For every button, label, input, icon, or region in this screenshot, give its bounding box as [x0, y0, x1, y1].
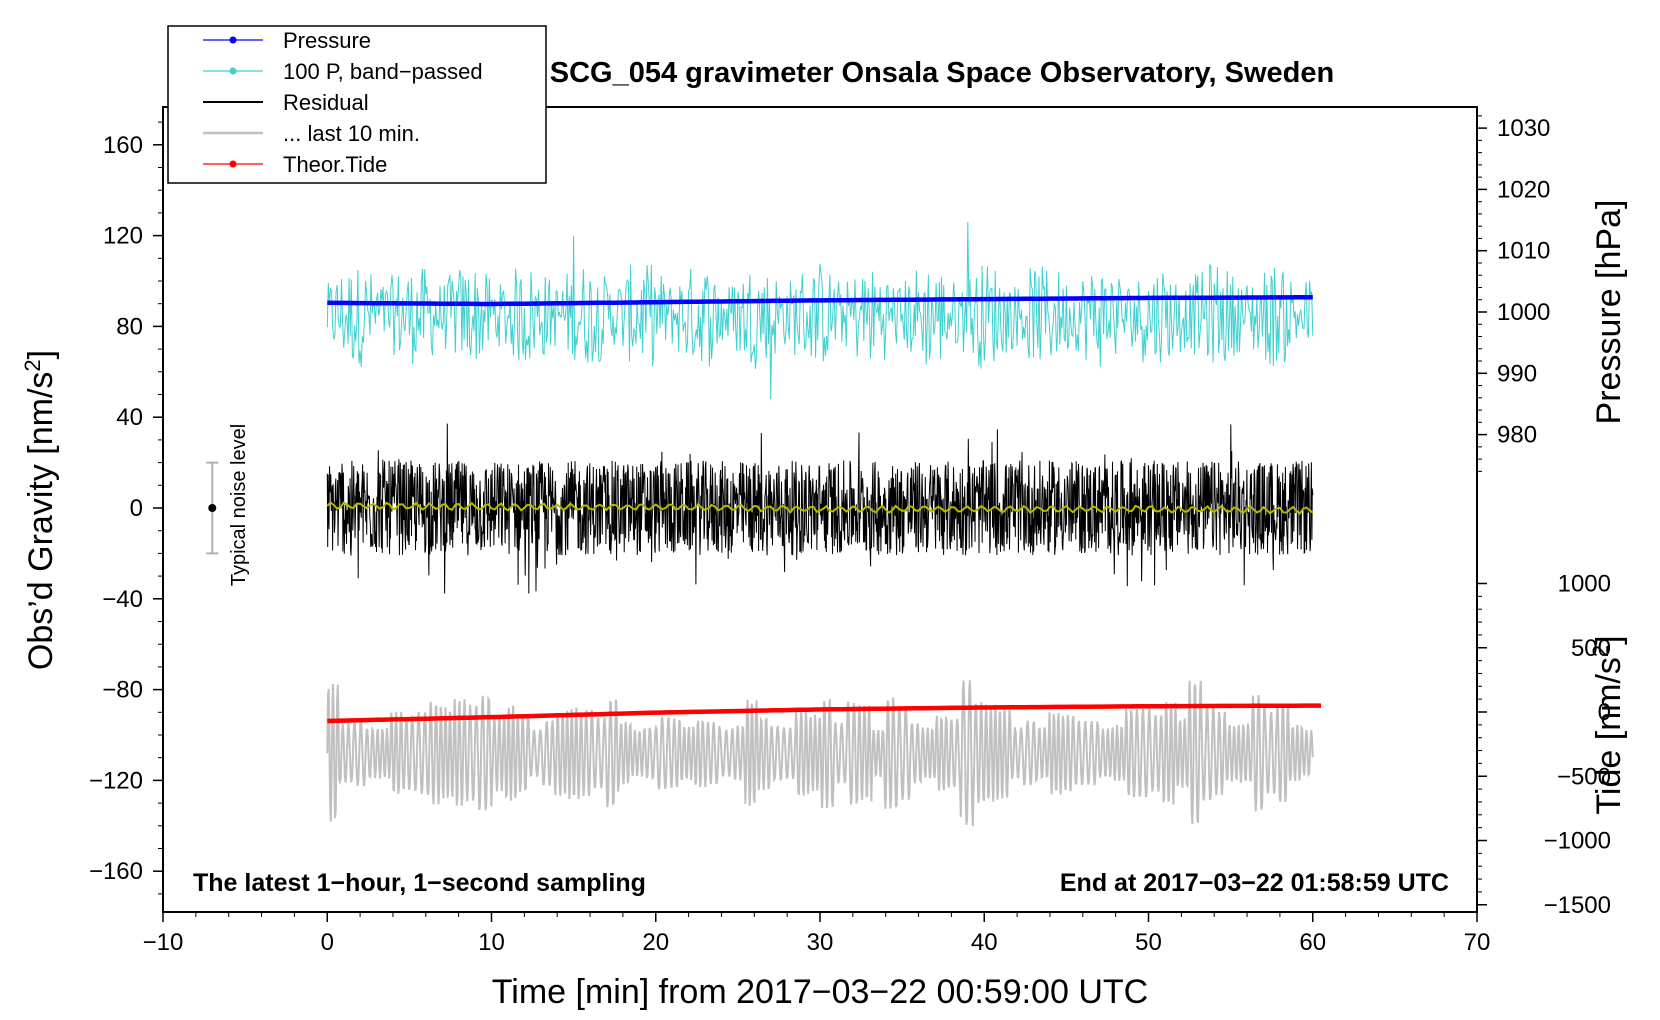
legend-label-pressure: Pressure	[283, 28, 371, 53]
series-bandpassed	[326, 221, 1314, 400]
x-tick-label: −10	[143, 929, 184, 956]
legend-label-tide: Theor.Tide	[283, 152, 387, 177]
x-axis: −10 0 10 20 30 40 50 60 70	[143, 912, 1491, 956]
series-last10	[326, 680, 1314, 827]
legend-label-residual: Residual	[283, 90, 369, 115]
x-tick-label: 10	[478, 929, 505, 956]
x-tick-label: 60	[1299, 929, 1326, 956]
y-axis-title-left: Obs’d Gravity [nm/s2]	[20, 350, 60, 670]
series-pressure	[327, 295, 1313, 307]
series-residual-smoothed	[326, 501, 1314, 516]
y-tick-label-tide: 500	[1571, 635, 1611, 662]
x-tick-label: 40	[971, 929, 998, 956]
y-tick-label-pressure: 980	[1497, 422, 1537, 449]
series-layer	[326, 221, 1321, 827]
y-tick-label-pressure: 990	[1497, 360, 1537, 387]
y-tick-label-gravity: 80	[116, 313, 143, 340]
annotation-bottom-right: End at 2017−03−22 01:58:59 UTC	[1060, 869, 1449, 897]
y-tick-label-pressure: 1010	[1497, 238, 1550, 265]
y-tick-label-gravity: −80	[102, 677, 143, 704]
y-tick-label-gravity: 120	[103, 223, 143, 250]
y-tick-label-pressure: 1020	[1497, 176, 1550, 203]
legend-box	[167, 25, 547, 184]
legend-marker-pressure	[229, 36, 237, 44]
series-tide	[327, 703, 1321, 724]
noise-bar	[206, 461, 219, 555]
y-tick-label-pressure: 1030	[1497, 115, 1550, 142]
y-tick-label-gravity: 0	[130, 495, 143, 522]
y-axis-tide: 1000 500 0 −500 −1000 −1500	[1477, 571, 1611, 919]
legend: Pressure 100 P, band−passed Residual ...…	[167, 25, 547, 184]
noise-bar-center	[208, 504, 217, 512]
y-tick-label-tide: −1000	[1544, 828, 1611, 855]
y-axis-title-tide: Tide [nm/s2]	[1588, 635, 1628, 814]
legend-marker-bandpassed	[229, 67, 237, 75]
y-tick-label-gravity: −160	[89, 858, 143, 885]
y-tick-label-gravity: −40	[102, 586, 143, 613]
chart-title: SCG_054 gravimeter Onsala Space Observat…	[550, 57, 1334, 89]
annotation-bottom-left: The latest 1−hour, 1−second sampling	[193, 869, 646, 897]
x-axis-title: Time [min] from 2017−03−22 00:59:00 UTC	[492, 973, 1148, 1011]
y-axis-title-tide-sup: 2	[1588, 645, 1613, 657]
y-tick-label-gravity: 160	[103, 132, 143, 159]
y-tick-label-tide: −500	[1557, 763, 1611, 790]
y-tick-label-gravity: −120	[89, 767, 143, 794]
legend-marker-tide	[229, 160, 237, 168]
y-tick-label-pressure: 1000	[1497, 299, 1550, 326]
x-tick-label: 20	[642, 929, 669, 956]
y-axis-title-left-sup: 2	[20, 359, 45, 371]
y-tick-label-tide: 1000	[1558, 571, 1611, 598]
y-tick-label-tide: −1500	[1544, 892, 1611, 919]
y-axis-gravity: 160 120 80 40 0 −40 −80 −120 −160	[89, 121, 163, 895]
y-axis-pressure: 1030 1020 1010 1000 990 980	[1477, 115, 1550, 472]
x-tick-label: 70	[1464, 929, 1491, 956]
legend-label-bandpassed: 100 P, band−passed	[283, 59, 483, 84]
y-axis-title-pressure: Pressure [hPa]	[1590, 200, 1628, 425]
x-tick-label: 50	[1135, 929, 1162, 956]
y-tick-label-tide: 0	[1598, 699, 1611, 726]
legend-label-last10: ... last 10 min.	[283, 121, 420, 146]
x-tick-label: 0	[321, 929, 334, 956]
series-residual	[326, 423, 1314, 594]
noise-label: Typical noise level	[228, 424, 250, 586]
x-tick-label: 30	[807, 929, 834, 956]
y-tick-label-gravity: 40	[116, 404, 143, 431]
